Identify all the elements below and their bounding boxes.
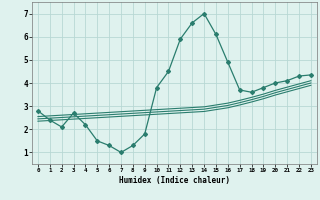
X-axis label: Humidex (Indice chaleur): Humidex (Indice chaleur) — [119, 176, 230, 185]
